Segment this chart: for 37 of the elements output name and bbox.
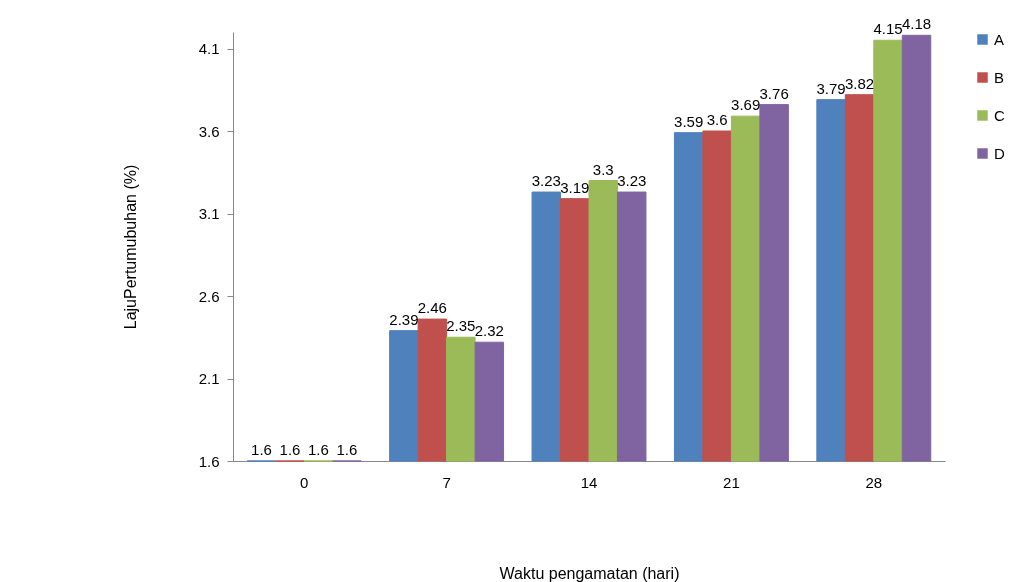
data-label: 1.6 bbox=[336, 441, 358, 458]
data-label: 2.39 bbox=[389, 310, 419, 328]
y-tick-label: 2.1 bbox=[198, 370, 220, 387]
y-tick-label: 1.6 bbox=[198, 452, 220, 470]
data-label: 3.23 bbox=[617, 172, 647, 190]
y-tick-label: 2.6 bbox=[198, 287, 220, 305]
data-label: 3.76 bbox=[759, 84, 789, 102]
y-tick-label: 3.1 bbox=[198, 205, 220, 222]
data-label: 3.79 bbox=[816, 79, 846, 97]
x-axis-title: Waktu pengamatan (hari) bbox=[499, 564, 680, 582]
y-tick-label: 3.6 bbox=[198, 122, 220, 140]
data-label: 1.6 bbox=[308, 441, 329, 458]
data-label: 2.35 bbox=[446, 317, 476, 335]
data-label: 3.82 bbox=[844, 74, 875, 92]
data-label: 2.46 bbox=[417, 299, 447, 317]
data-label: 2.32 bbox=[474, 322, 504, 340]
data-label: 4.15 bbox=[873, 20, 903, 38]
x-tick-label: 21 bbox=[723, 473, 740, 491]
data-label: 3.69 bbox=[731, 96, 761, 114]
data-label: 1.6 bbox=[279, 441, 301, 458]
legend-label: C bbox=[994, 106, 1005, 124]
x-tick-label: 0 bbox=[300, 473, 309, 491]
data-label: 3.6 bbox=[706, 111, 728, 128]
data-label: 3.59 bbox=[674, 112, 704, 130]
legend-label: D bbox=[994, 144, 1005, 162]
legend-label: A bbox=[994, 30, 1005, 48]
data-label: 1.6 bbox=[251, 441, 272, 458]
x-tick-label: 7 bbox=[442, 473, 451, 491]
x-tick-label: 28 bbox=[865, 473, 883, 491]
data-label: 3.23 bbox=[531, 172, 561, 190]
data-label: 3.3 bbox=[592, 160, 614, 178]
legend-label: B bbox=[994, 68, 1005, 86]
y-axis-title: LajuPertumubuhan (%) bbox=[121, 164, 139, 330]
y-tick-label: 4.1 bbox=[198, 40, 220, 57]
x-tick-label: 14 bbox=[580, 473, 598, 491]
data-label: 4.18 bbox=[901, 15, 932, 33]
data-label: 3.19 bbox=[560, 178, 590, 196]
